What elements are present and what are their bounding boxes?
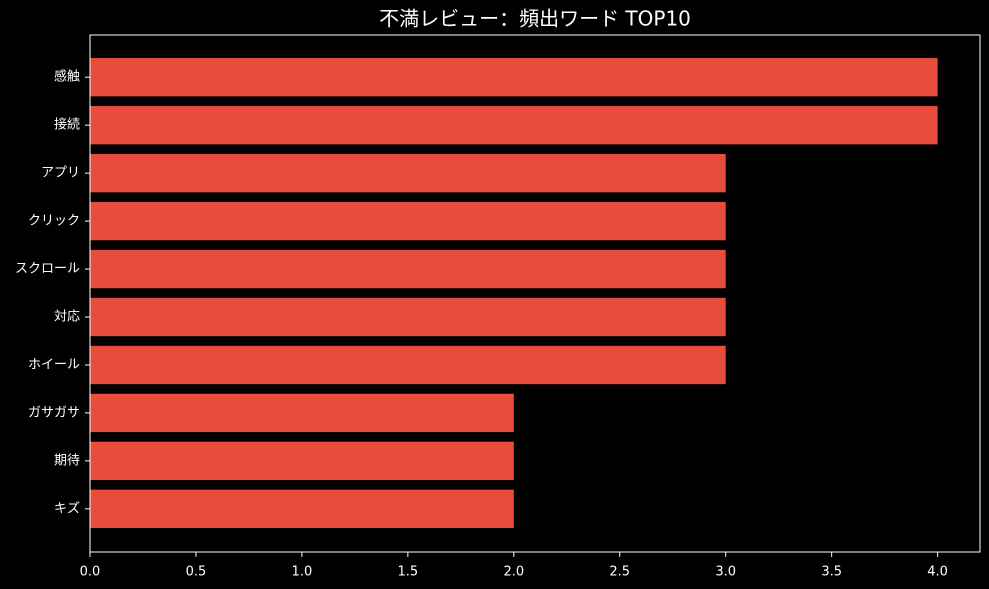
x-tick-label: 2.5	[609, 565, 630, 580]
bar	[90, 153, 726, 193]
y-tick-label: 対応	[54, 310, 80, 325]
y-tick-label: ガサガサ	[28, 405, 80, 420]
y-tick-label: キズ	[54, 500, 80, 516]
x-tick-label: 4.0	[927, 565, 948, 580]
chart-title: 不満レビュー：頻出ワード TOP10	[379, 7, 691, 31]
y-tick-label: アプリ	[41, 166, 80, 181]
y-tick-label: スクロール	[15, 262, 80, 277]
bar	[90, 441, 514, 481]
plot-frame	[89, 34, 981, 553]
x-tick-label: 0.0	[80, 565, 101, 580]
bar	[90, 249, 726, 289]
bar	[90, 345, 726, 385]
x-tick-label: 3.5	[821, 565, 842, 580]
bar	[90, 297, 726, 337]
bar	[90, 489, 514, 529]
y-tick-label: 接続	[54, 117, 80, 133]
bar	[90, 58, 938, 97]
y-tick-label: ホイール	[28, 357, 80, 372]
x-tick-label: 0.5	[186, 565, 207, 580]
bar	[90, 201, 726, 241]
y-tick-label: 期待	[54, 453, 80, 468]
x-tick-label: 1.5	[398, 565, 419, 580]
bar	[90, 393, 514, 433]
x-tick-label: 3.0	[715, 565, 736, 580]
y-tick-label: クリック	[28, 214, 80, 229]
x-tick-label: 1.0	[292, 565, 313, 580]
y-tick-label: 感触	[54, 69, 80, 85]
x-tick-label: 2.0	[503, 565, 524, 580]
bar	[90, 105, 938, 145]
